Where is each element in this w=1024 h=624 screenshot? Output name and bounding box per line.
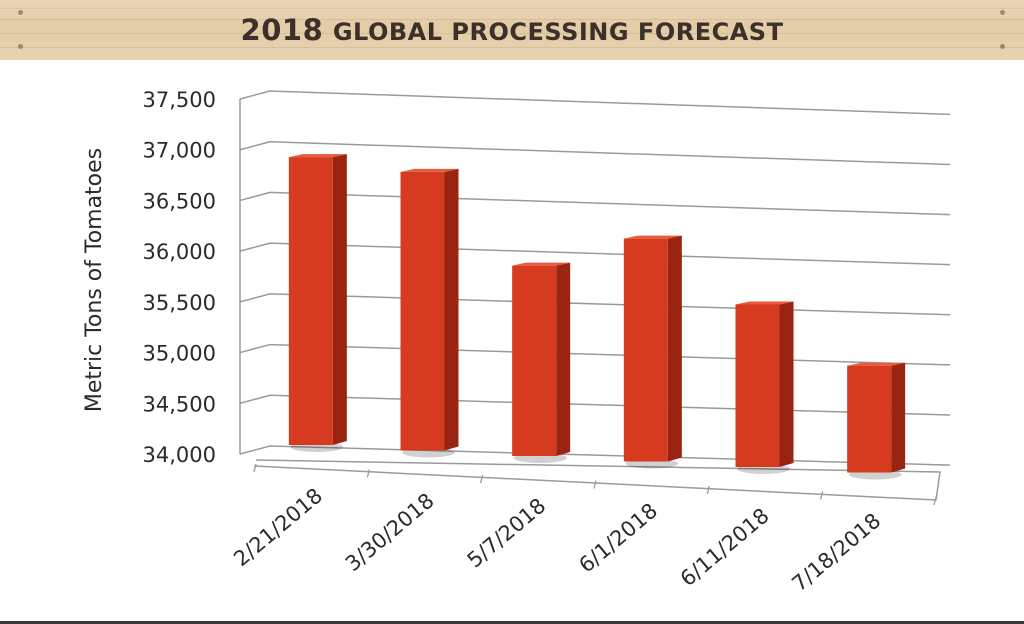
bar: [288, 154, 347, 452]
grid-line: [239, 445, 951, 466]
y-tick-label: 36,000: [143, 240, 216, 264]
bar-front: [735, 304, 780, 467]
x-tick-mark: [253, 463, 257, 473]
x-tick-label: 6/11/2018: [676, 503, 774, 591]
bar-side: [779, 301, 794, 467]
x-tick-label: 6/1/2018: [574, 498, 662, 577]
bar-side: [891, 362, 906, 473]
nail-decoration: [18, 44, 23, 49]
grid-line: [239, 90, 951, 116]
x-tick-mark: [593, 480, 597, 489]
title-year: 2018: [240, 13, 324, 47]
grid-line: [239, 293, 951, 316]
x-tick-mark: [820, 491, 824, 500]
bar-side: [556, 262, 571, 456]
x-tick-mark: [933, 496, 937, 506]
bottom-rule: [0, 621, 1024, 624]
grid-lines: [239, 90, 951, 506]
grid-line: [239, 343, 951, 366]
bar-top: [400, 168, 459, 172]
bar-chart: 34,000 34,500 35,000 35,500 36,000 36,500 37,0…: [82, 88, 951, 596]
x-tick-mark: [480, 474, 484, 484]
y-tick-label: 37,500: [143, 88, 216, 112]
nail-decoration: [1000, 44, 1005, 49]
chart-title: 2018 GLOBAL PROCESSING FORECAST: [0, 13, 1024, 47]
y-tick-label: 36,500: [143, 189, 216, 213]
y-tick-label: 34,000: [143, 443, 216, 467]
bar-side: [444, 168, 459, 451]
bar: [400, 168, 459, 458]
x-tick-label: 7/18/2018: [787, 508, 885, 596]
grid-line: [239, 191, 951, 216]
bar-side: [667, 235, 682, 462]
bar-top: [623, 235, 682, 239]
y-tick-label: 35,500: [143, 291, 216, 315]
bar-front: [400, 171, 445, 451]
bar-front: [512, 265, 557, 456]
bar: [623, 235, 682, 469]
title-text: GLOBAL PROCESSING FORECAST: [332, 18, 784, 46]
x-tick-label: 3/30/2018: [341, 488, 439, 576]
y-axis-label: Metric Tons of Tomatoes: [82, 148, 107, 412]
nail-decoration: [1000, 10, 1005, 15]
bar-front: [288, 157, 333, 445]
floor-outline: [253, 459, 941, 501]
bar: [847, 362, 906, 480]
grid-line: [239, 394, 951, 416]
y-axis-ticks: 34,000 34,500 35,000 35,500 36,000 36,500 37,0…: [143, 88, 216, 467]
bar-top: [735, 301, 794, 305]
bar-front: [847, 365, 892, 473]
x-tick-label: 2/21/2018: [229, 483, 327, 571]
bar: [735, 301, 794, 474]
nail-decoration: [18, 10, 23, 15]
bar-top: [512, 262, 571, 266]
title-banner: 2018 GLOBAL PROCESSING FORECAST: [0, 0, 1024, 60]
bar-side: [332, 154, 347, 445]
bar: [512, 262, 571, 463]
bar-top: [288, 154, 347, 158]
x-tick-mark: [366, 469, 370, 478]
bar-top: [847, 362, 906, 366]
y-tick-label: 37,000: [143, 139, 216, 163]
grid-line: [239, 140, 951, 166]
bars: [288, 154, 906, 480]
y-tick-label: 34,500: [143, 392, 216, 416]
x-tick-mark: [706, 485, 710, 495]
x-axis-ticks: 2/21/2018 3/30/2018 5/7/2018 6/1/2018 6/11/2…: [229, 483, 885, 596]
grid-line: [239, 242, 951, 266]
x-tick-label: 5/7/2018: [463, 493, 551, 572]
y-tick-label: 35,000: [143, 342, 216, 366]
bar-front: [623, 238, 668, 462]
